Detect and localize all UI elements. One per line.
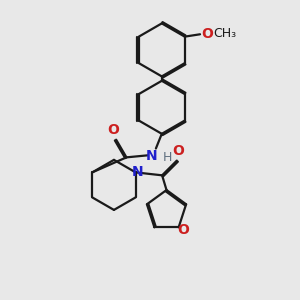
Text: N: N (131, 165, 143, 179)
Text: N: N (146, 149, 157, 163)
Text: O: O (107, 123, 119, 137)
Text: O: O (201, 27, 213, 41)
Text: O: O (172, 144, 184, 158)
Text: O: O (177, 223, 189, 237)
Text: H: H (163, 151, 172, 164)
Text: CH₃: CH₃ (213, 27, 236, 40)
